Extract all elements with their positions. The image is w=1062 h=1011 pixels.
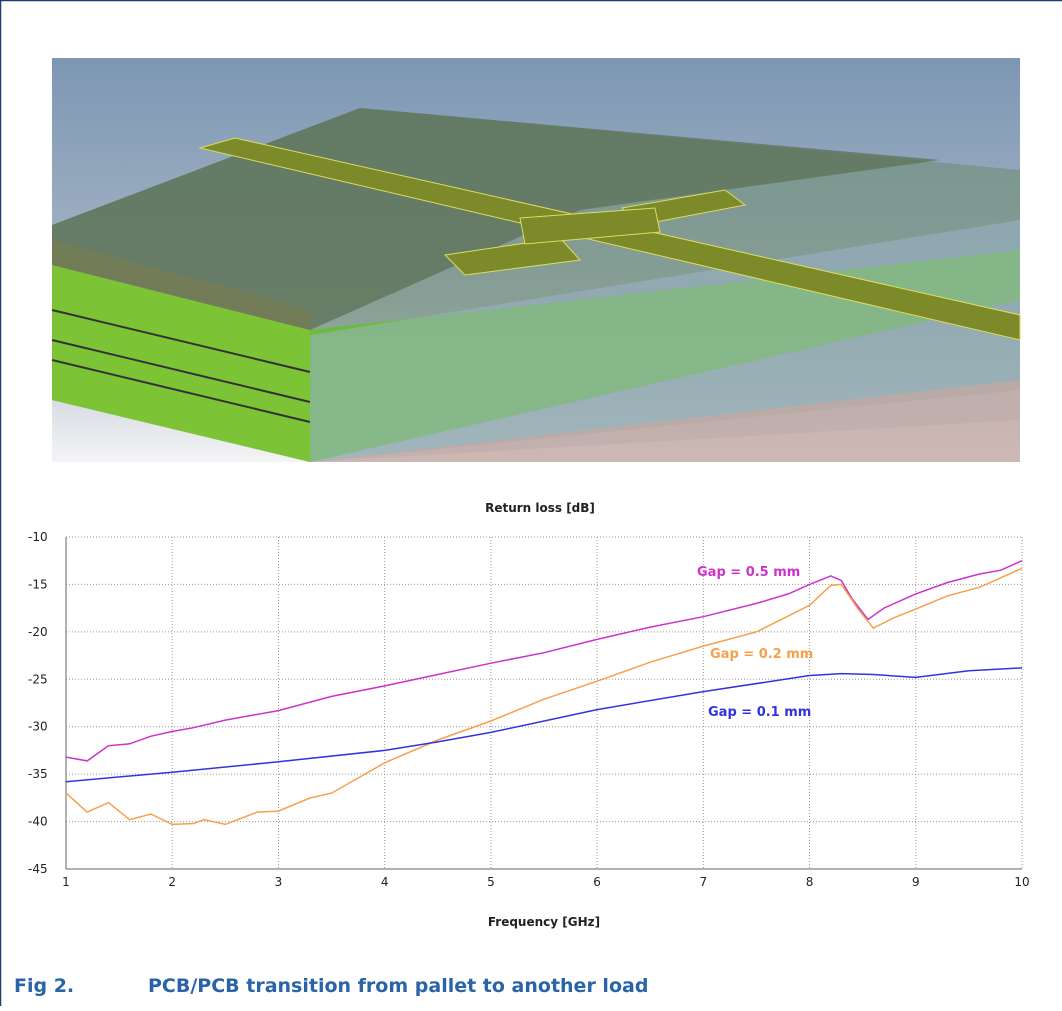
series-line bbox=[66, 568, 1022, 824]
x-axis-label: Frequency [GHz] bbox=[488, 915, 600, 929]
y-tick-label: -10 bbox=[28, 530, 48, 544]
caption-label: Fig 2. bbox=[14, 975, 74, 997]
caption-text: PCB/PCB transition from pallet to anothe… bbox=[148, 975, 648, 997]
y-tick-label: -15 bbox=[28, 577, 48, 591]
x-tick-label: 8 bbox=[806, 875, 814, 889]
series-line bbox=[66, 561, 1022, 761]
y-tick-label: -40 bbox=[28, 815, 48, 829]
series-label: Gap = 0.5 mm bbox=[697, 565, 800, 580]
x-tick-label: 6 bbox=[593, 875, 601, 889]
y-tick-label: -20 bbox=[28, 625, 48, 639]
series-label: Gap = 0.1 mm bbox=[708, 705, 811, 720]
x-tick-label: 4 bbox=[381, 875, 389, 889]
x-tick-label: 9 bbox=[912, 875, 920, 889]
series-label: Gap = 0.2 mm bbox=[710, 647, 813, 662]
y-tick-label: -45 bbox=[28, 862, 48, 876]
x-tick-label: 10 bbox=[1014, 875, 1029, 889]
x-tick-label: 5 bbox=[487, 875, 495, 889]
x-tick-label: 1 bbox=[62, 875, 70, 889]
figure-page: Return loss [dB] Frequency [GHz] Fig 2. … bbox=[0, 0, 1062, 1006]
x-tick-label: 2 bbox=[168, 875, 176, 889]
pcb-render bbox=[52, 58, 1020, 462]
x-tick-label: 7 bbox=[700, 875, 708, 889]
chart-title: Return loss [dB] bbox=[485, 501, 595, 515]
y-tick-label: -25 bbox=[28, 672, 48, 686]
x-tick-label: 3 bbox=[275, 875, 283, 889]
series-line bbox=[66, 668, 1022, 782]
page: Return loss [dB] Frequency [GHz] Fig 2. … bbox=[0, 0, 1062, 1011]
y-tick-label: -30 bbox=[28, 720, 48, 734]
y-tick-label: -35 bbox=[28, 767, 48, 781]
